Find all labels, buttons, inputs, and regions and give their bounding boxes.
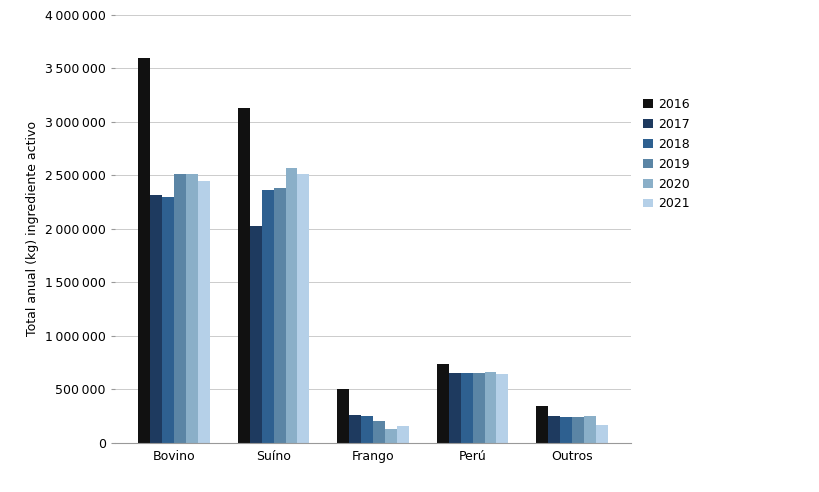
Bar (274, 188, 285, 443)
Bar (437, 364, 448, 443)
Bar (197, 181, 210, 443)
Bar (360, 416, 373, 443)
Bar (595, 425, 607, 443)
Bar (138, 58, 150, 443)
Bar (572, 417, 583, 443)
Bar (396, 426, 409, 443)
Bar (583, 416, 595, 443)
Bar (238, 108, 250, 443)
Bar (559, 417, 572, 443)
Bar (297, 174, 309, 443)
Legend: 2016, 2017, 2018, 2019, 2020, 2021: 2016, 2017, 2018, 2019, 2020, 2021 (642, 98, 689, 211)
Bar (495, 374, 508, 443)
Bar (385, 429, 396, 443)
Y-axis label: Total anual (kg) ingrediente activo: Total anual (kg) ingrediente activo (26, 122, 39, 336)
Bar (448, 373, 460, 443)
Bar (150, 194, 162, 443)
Bar (349, 415, 360, 443)
Bar (472, 373, 484, 443)
Bar (174, 174, 186, 443)
Bar (548, 416, 559, 443)
Bar (285, 168, 297, 443)
Bar (162, 197, 174, 443)
Bar (460, 373, 472, 443)
Bar (536, 406, 548, 443)
Bar (186, 174, 197, 443)
Bar (337, 389, 349, 443)
Bar (250, 225, 261, 443)
Bar (261, 190, 274, 443)
Bar (373, 421, 385, 443)
Bar (484, 372, 495, 443)
